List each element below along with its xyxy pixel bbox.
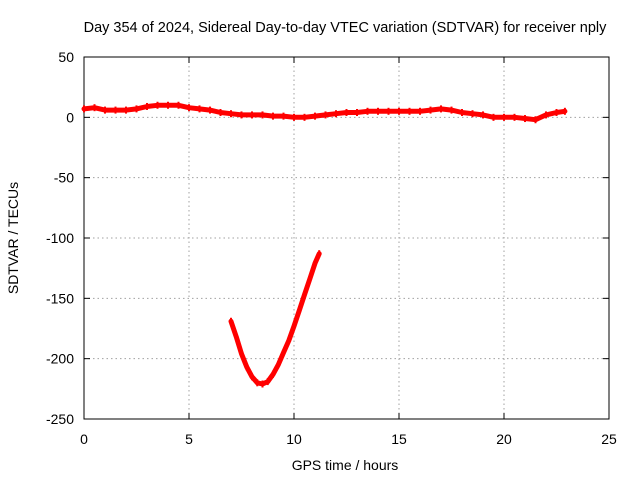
y-tick-label: -50: [54, 170, 74, 186]
grid-layer: [84, 57, 609, 419]
ticks-layer: 50 0 -50 -100 -150 -200 -250 0 5 10 15 20 25: [46, 49, 617, 447]
series-layer: [81, 101, 568, 388]
y-axis-label: SDTVAR / TECUs: [5, 182, 21, 294]
series-line-2: [228, 251, 322, 387]
y-tick-label: 50: [58, 49, 74, 65]
x-tick-label: 15: [391, 431, 407, 447]
x-tick-label: 0: [80, 431, 88, 447]
x-tick-label: 20: [496, 431, 512, 447]
y-tick-label: -250: [46, 411, 74, 427]
chart-title: Day 354 of 2024, Sidereal Day-to-day VTE…: [84, 20, 608, 36]
x-axis-label: GPS time / hours: [292, 457, 399, 473]
x-tick-label: 10: [286, 431, 302, 447]
y-tick-label: 0: [66, 109, 74, 125]
y-tick-label: -200: [46, 351, 74, 367]
x-tick-label: 25: [601, 431, 617, 447]
y-tick-label: -150: [46, 290, 74, 306]
y-tick-label: -100: [46, 230, 74, 246]
x-tick-label: 5: [185, 431, 193, 447]
